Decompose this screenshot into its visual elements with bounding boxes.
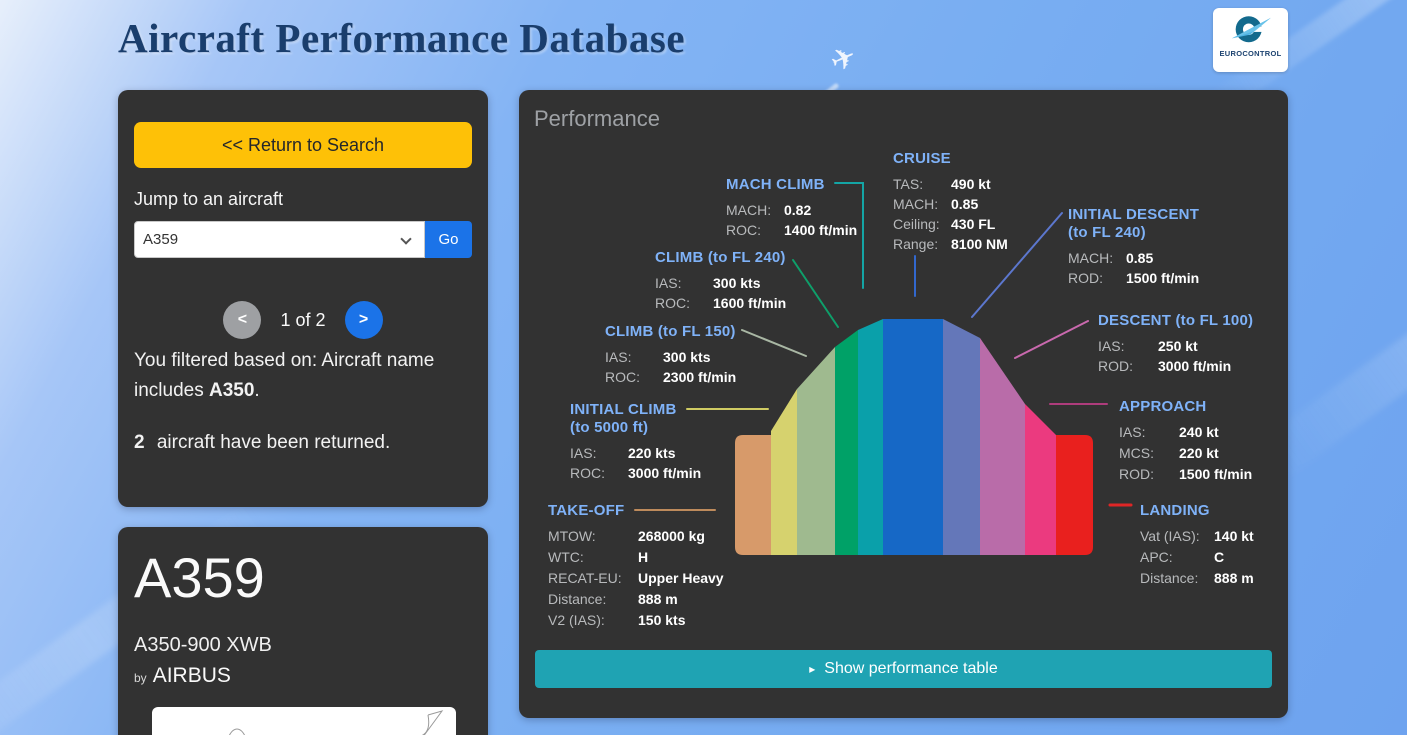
segment-approach (1025, 404, 1056, 555)
performance-heading: Performance (534, 106, 660, 131)
data-row: IAS: 300 kts (655, 275, 761, 291)
data-row: WTC: H (548, 549, 649, 565)
data-row: ROC: 2300 ft/min (605, 369, 737, 385)
data-row: IAS: 240 kt (1119, 424, 1219, 440)
aircraft-drawing (152, 707, 456, 735)
segment-climb-fl240 (835, 330, 858, 555)
right-triangle-icon: ▸ (809, 662, 816, 676)
data-row: Distance: 888 m (548, 591, 678, 607)
info-block-approach: APPROACH IAS: 240 kt MCS: 220 kt ROD: 1500 … (1119, 398, 1252, 485)
data-row: Range: 8100 NM (893, 236, 1008, 252)
eurocontrol-logo-label: EUROCONTROL (1219, 49, 1282, 58)
connector-initial-descent (971, 212, 1063, 318)
block-title: CLIMB (to FL 150) (605, 323, 736, 340)
segment-initial-descent (943, 319, 980, 555)
data-row: Vat (IAS): 140 kt (1140, 528, 1254, 544)
return-to-search-button[interactable]: << Return to Search (134, 122, 472, 168)
performance-panel: Performance TAKE-OFF MTOW: 268000 kg WTC:… (519, 90, 1288, 718)
block-title: APPROACH (1119, 398, 1207, 415)
segment-mach-climb (858, 319, 883, 555)
previous-page-button[interactable]: < (223, 301, 262, 339)
data-row: ROC: 1400 ft/min (726, 222, 858, 238)
data-row: IAS: 300 kts (605, 349, 711, 365)
data-row: ROD: 3000 ft/min (1098, 358, 1232, 374)
block-title: DESCENT (to FL 100) (1098, 312, 1254, 329)
connector-climb-fl150 (741, 329, 807, 357)
data-row: IAS: 220 kts (570, 445, 676, 461)
data-row: ROD: 1500 ft/min (1119, 466, 1253, 482)
info-block-mach-climb: MACH CLIMB MACH: 0.82 ROC: 1400 ft/min (726, 176, 857, 240)
segment-descent-fl100 (980, 338, 1025, 555)
info-block-initial-climb: INITIAL CLIMB (to 5000 ft) IAS: 220 kts R… (570, 401, 701, 483)
block-title: INITIAL CLIMB (570, 401, 677, 418)
block-subtitle: (to 5000 ft) (570, 419, 649, 436)
pagination: < 1 of 2 > (118, 301, 488, 339)
segment-take-off (735, 435, 771, 555)
data-row: TAS: 490 kt (893, 176, 991, 192)
data-row: ROC: 1600 ft/min (655, 295, 787, 311)
block-title: MACH CLIMB (726, 176, 825, 193)
info-block-landing: LANDING Vat (IAS): 140 kt APC: C Distance:… (1140, 502, 1254, 589)
jump-to-aircraft-label: Jump to an aircraft (134, 189, 284, 209)
segment-climb-fl150 (797, 347, 835, 555)
page-title: Aircraft Performance Database (118, 15, 686, 61)
show-performance-table-button[interactable]: ▸ Show performance table (535, 650, 1272, 688)
filter-summary: You filtered based on: Aircraft name inc… (134, 350, 435, 401)
data-row: MACH: 0.85 (893, 196, 979, 212)
flight-profile-diagram (634, 182, 1133, 555)
aircraft-select[interactable]: A359 (134, 221, 425, 258)
connector-descent-fl100 (1014, 320, 1089, 359)
segment-landing (1056, 435, 1093, 555)
block-title: INITIAL DESCENT (1068, 206, 1200, 223)
data-row: APC: C (1140, 549, 1225, 565)
info-block-take-off: TAKE-OFF MTOW: 268000 kg WTC: H RECAT-EU: U… (548, 502, 724, 631)
search-panel: << Return to Search Jump to an aircraft … (118, 90, 488, 507)
airplane-icon: ✈ (825, 39, 862, 80)
data-row: MACH: 0.85 (1068, 250, 1154, 266)
eurocontrol-logo: EUROCONTROL (1213, 8, 1288, 72)
data-row: Ceiling: 430 FL (893, 216, 996, 232)
block-title: CRUISE (893, 150, 951, 167)
connector-mach-climb (834, 182, 864, 289)
connector-climb-fl240 (792, 259, 839, 328)
aircraft-card: A359 A350-900 XWB by AIRBUS (118, 527, 488, 735)
page-indicator: 1 of 2 (280, 309, 326, 330)
data-row: MACH: 0.82 (726, 202, 812, 218)
manufacturer-name: AIRBUS (152, 664, 231, 687)
data-row: IAS: 250 kt (1098, 338, 1198, 354)
block-title: TAKE-OFF (548, 502, 625, 519)
info-block-descent-fl100: DESCENT (to FL 100) IAS: 250 kt ROD: 3000 … (1098, 312, 1253, 376)
go-button[interactable]: Go (425, 221, 472, 258)
info-block-initial-descent: INITIAL DESCENT (to FL 240) MACH: 0.85 RO… (1068, 206, 1199, 288)
segment-cruise (883, 319, 943, 555)
block-title: LANDING (1140, 502, 1210, 519)
block-title: CLIMB (to FL 240) (655, 249, 786, 266)
data-row: ROD: 1500 ft/min (1068, 270, 1200, 286)
aircraft-name: A350-900 XWB (134, 634, 272, 656)
aircraft-code: A359 (134, 546, 265, 609)
segment-initial-climb (771, 389, 797, 555)
eurocontrol-emblem-icon (1231, 16, 1271, 43)
block-subtitle: (to FL 240) (1068, 224, 1146, 241)
by-label: by (134, 671, 147, 685)
data-row: ROC: 3000 ft/min (570, 465, 702, 481)
data-row: V2 (IAS): 150 kts (548, 612, 686, 628)
data-row: MTOW: 268000 kg (548, 528, 705, 544)
info-block-climb-fl150: CLIMB (to FL 150) IAS: 300 kts ROC: 2300 f… (605, 323, 736, 387)
next-page-button[interactable]: > (344, 301, 383, 339)
filter-term: A350 (209, 380, 255, 401)
data-row: RECAT-EU: Upper Heavy (548, 570, 724, 586)
data-row: Distance: 888 m (1140, 570, 1254, 586)
data-row: MCS: 220 kt (1119, 445, 1219, 461)
result-count: 2 aircraft have been returned. (134, 432, 391, 453)
info-block-climb-fl240: CLIMB (to FL 240) IAS: 300 kts ROC: 1600 f… (655, 249, 786, 313)
info-block-cruise: CRUISE TAS: 490 kt MACH: 0.85 Ceiling: 430 … (893, 150, 1008, 254)
